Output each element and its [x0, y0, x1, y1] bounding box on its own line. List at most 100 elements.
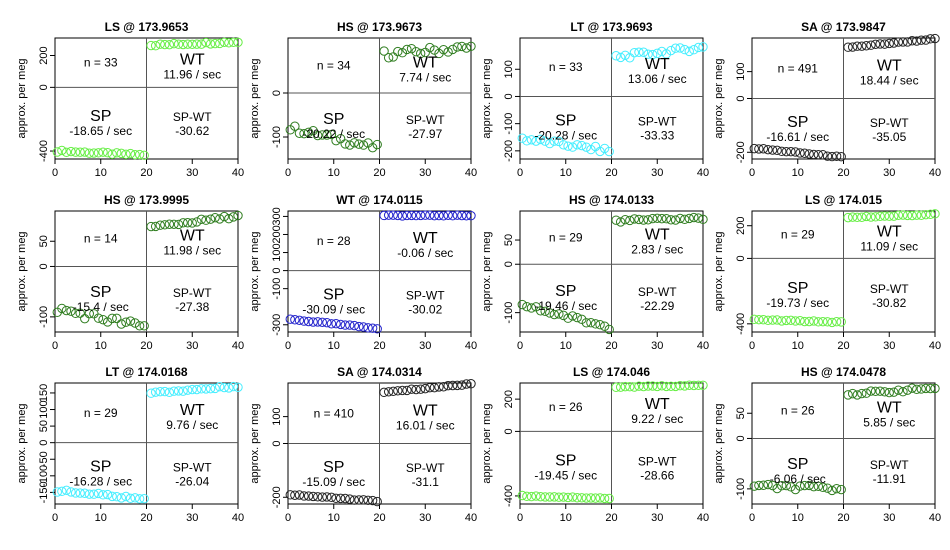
- wt-point: [461, 379, 472, 389]
- wt-label: WT: [877, 57, 902, 74]
- sp-point: [595, 493, 605, 503]
- wt-point: [680, 214, 690, 225]
- wt-point: [689, 380, 699, 391]
- wt-point: [466, 210, 476, 221]
- sp-point: [345, 494, 355, 504]
- wt-rate: 9.22 / sec: [631, 412, 683, 426]
- wt-point: [870, 212, 881, 222]
- wt-point: [173, 219, 184, 230]
- sp-label: SP: [555, 113, 576, 130]
- wt-point: [173, 386, 184, 396]
- wt-label: WT: [180, 228, 205, 245]
- y-axis-label: approx. per meg: [16, 403, 28, 483]
- sp-point: [754, 480, 764, 491]
- sp-point: [822, 483, 833, 493]
- n-count: n = 26: [549, 400, 583, 414]
- sp-point: [294, 490, 305, 500]
- sp-point: [294, 315, 305, 326]
- panel-title: HS @ 174.0133: [569, 193, 654, 207]
- wt-point: [670, 43, 681, 53]
- x-tick-label: 40: [465, 340, 477, 352]
- wt-point: [912, 210, 922, 220]
- y-tick-label: 0: [271, 440, 283, 446]
- wt-point: [457, 210, 467, 221]
- sp-point: [599, 493, 610, 504]
- wt-point: [666, 45, 676, 56]
- wt-point: [205, 214, 216, 224]
- sp-label: SP: [787, 280, 808, 297]
- wt-point: [615, 52, 626, 63]
- y-axis-label: approx. per meg: [481, 58, 493, 138]
- y-tick-label: 50: [735, 407, 747, 419]
- sp-point: [827, 317, 837, 328]
- wt-point: [205, 39, 216, 49]
- sp-point: [517, 299, 527, 310]
- sp-point: [303, 316, 314, 327]
- wt-point: [634, 47, 644, 57]
- panel-title: LS @ 174.015: [805, 193, 882, 207]
- sp-point: [89, 489, 99, 499]
- x-tick-label: 0: [285, 167, 291, 179]
- wt-rate: 2.83 / sec: [631, 243, 683, 257]
- sp-point: [563, 313, 573, 323]
- wt-point: [233, 382, 243, 392]
- y-axis-label: approx. per meg: [249, 58, 261, 138]
- wt-point: [420, 383, 430, 394]
- sp-point: [354, 321, 364, 332]
- wt-point: [393, 386, 403, 396]
- wt-point: [160, 39, 170, 50]
- sp-label: SP: [90, 108, 111, 125]
- wt-point: [155, 386, 165, 397]
- x-tick-label: 20: [605, 167, 617, 179]
- sp-point: [813, 481, 824, 492]
- sp-point: [349, 138, 360, 148]
- wt-point: [634, 381, 644, 391]
- x-tick-label: 20: [140, 512, 152, 524]
- sp-point: [116, 493, 127, 503]
- sp-point: [572, 312, 582, 323]
- sp-point: [331, 318, 341, 329]
- wt-point: [698, 42, 708, 52]
- y-tick-label: 0: [503, 261, 515, 267]
- y-tick-label: 0: [735, 95, 747, 101]
- wt-rate: 11.96 / sec: [163, 68, 221, 82]
- wt-point: [224, 213, 234, 224]
- panel-9: LT @ 174.0168 0 10 20 30 40 -150-100-50 0 50 1001…: [16, 365, 244, 524]
- y-tick-label: -100: [503, 113, 515, 135]
- sp-point: [75, 488, 85, 498]
- sp-label: SP: [555, 283, 576, 300]
- wt-point: [182, 39, 193, 49]
- sp-point: [70, 488, 81, 498]
- sp-point: [134, 149, 145, 160]
- wt-rate: 11.98 / sec: [163, 244, 221, 258]
- sp-point: [80, 313, 90, 324]
- wt-point: [916, 384, 926, 394]
- y-axis-label: approx. per meg: [16, 58, 28, 138]
- wt-point: [657, 381, 667, 391]
- wt-point: [930, 33, 940, 44]
- sp-point: [522, 136, 532, 146]
- wt-point: [215, 214, 225, 224]
- sp-point: [809, 481, 819, 492]
- wt-point: [661, 381, 672, 392]
- sp-point: [335, 319, 346, 330]
- wt-point: [698, 380, 708, 390]
- sp-point: [294, 128, 305, 138]
- sp-point: [290, 121, 300, 131]
- sp-point: [581, 493, 592, 503]
- sp-point: [535, 306, 546, 316]
- sp-point: [84, 148, 95, 158]
- wt-point: [397, 385, 408, 396]
- wt-point: [638, 47, 649, 57]
- x-tick-label: 30: [883, 167, 895, 179]
- sp-point: [604, 324, 614, 335]
- sp-point: [112, 313, 122, 324]
- x-tick-label: 10: [328, 512, 340, 524]
- n-count: n = 491: [778, 61, 819, 75]
- wt-point: [893, 385, 904, 395]
- sp-point: [61, 147, 72, 158]
- sp-point: [93, 488, 104, 499]
- n-count: n = 33: [549, 60, 583, 74]
- wt-point: [629, 382, 640, 392]
- y-tick-label: 100: [271, 243, 283, 261]
